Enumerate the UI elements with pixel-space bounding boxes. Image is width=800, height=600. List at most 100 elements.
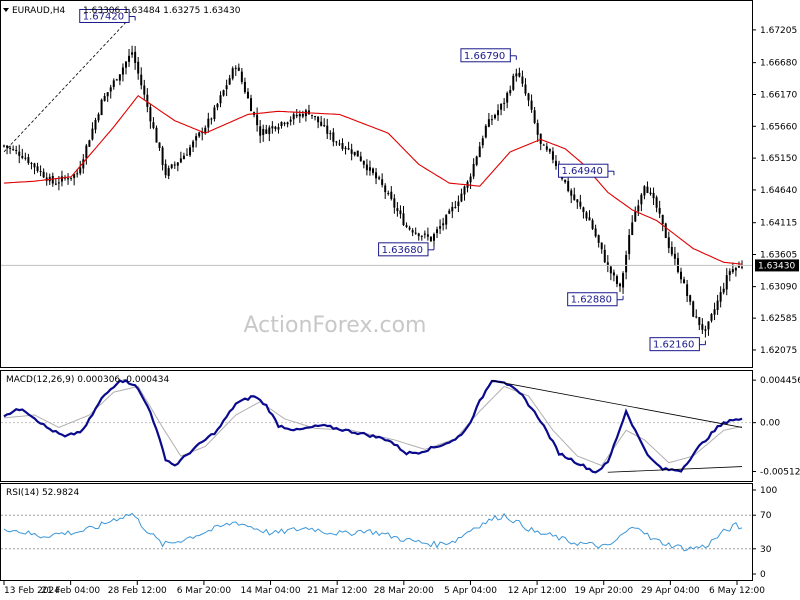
candle-body [201, 131, 204, 134]
candle-body [612, 272, 615, 276]
rsi-title: RSI(14) 52.9824 [6, 488, 79, 498]
price-tag: 1.67420 [79, 8, 136, 23]
candle-body [131, 52, 134, 55]
rsi-axis-label: 100 [760, 486, 777, 496]
candle-body [737, 265, 740, 268]
price-tag: 1.64940 [558, 163, 615, 178]
time-axis-label: 28 Mar 20:00 [374, 586, 434, 596]
candle-body [283, 122, 286, 124]
time-axis-label: 6 Mar 20:00 [177, 586, 232, 596]
candle-body [500, 103, 503, 110]
price-tag-box [79, 8, 130, 23]
candle-body [734, 268, 737, 271]
candle-body [216, 103, 219, 108]
candle-body [115, 79, 118, 81]
candle-body [149, 107, 152, 122]
candle-body [192, 141, 195, 148]
candle-body [686, 284, 689, 296]
candle-body [509, 89, 512, 94]
candle-body [137, 61, 140, 74]
candle-body [408, 227, 411, 230]
candle-body [67, 178, 70, 180]
candle-body [240, 71, 243, 82]
candle-body [185, 154, 188, 156]
candle-body [21, 155, 24, 158]
candle-body [472, 163, 475, 177]
price-tag-label: 1.66790 [464, 51, 505, 62]
candle-body [256, 114, 259, 126]
price-tag-label: 1.62160 [653, 340, 694, 351]
candle-body [704, 329, 707, 331]
candle-body [100, 99, 103, 116]
candle-body [442, 223, 445, 226]
candle-body [493, 114, 496, 119]
candle-body [619, 283, 622, 287]
candle-body [432, 234, 435, 241]
candle-body [372, 168, 374, 173]
candle-body [51, 176, 54, 184]
price-tag-box [378, 242, 429, 257]
candle-body [579, 201, 582, 207]
candle-body [250, 98, 253, 112]
time-axis-label: 6 May 12:00 [709, 586, 765, 596]
candle-body [609, 266, 612, 274]
candle-body [274, 126, 277, 129]
watermark: ActionForex.com [244, 313, 427, 338]
candle-body [713, 309, 716, 315]
price-tag-label: 1.63680 [382, 245, 423, 256]
candle-body [411, 230, 414, 233]
price-axis-label: 1.63605 [760, 251, 797, 261]
candle-body [741, 266, 743, 268]
ohlc-values: 1.63306 1.63484 1.63275 1.63430 [83, 6, 241, 16]
candle-body [615, 276, 618, 284]
candle-body [478, 146, 481, 158]
candle-body [722, 288, 725, 293]
candle-body [680, 271, 683, 280]
candle-body [634, 211, 637, 222]
price-tag: 1.62880 [567, 292, 624, 307]
candle-body [731, 269, 734, 273]
price-tag-box [567, 292, 618, 307]
moving-average-line [3, 94, 743, 265]
candle-body [631, 222, 634, 236]
macd-trendline [607, 466, 743, 473]
candle-body [60, 176, 63, 182]
candle-body [375, 172, 378, 179]
candle-body [268, 127, 271, 134]
macd-axis-label: 0.004456 [760, 376, 800, 386]
candle-body [521, 76, 524, 84]
candle-body [506, 92, 509, 103]
candle-body [637, 205, 640, 212]
candle-body [423, 233, 426, 235]
price-tags: 1.67420 1.66790 1.63680 1.64940 1.62880 1.621… [79, 8, 706, 352]
candle-body [271, 126, 274, 129]
candle-body [286, 122, 289, 125]
time-axis-label: 21 Mar 12:00 [307, 586, 367, 596]
candle-body [365, 164, 368, 171]
candle-body [292, 114, 295, 120]
candle-body [280, 122, 283, 127]
candle-body [182, 155, 185, 160]
candle-body [381, 179, 384, 185]
candle-body [57, 182, 60, 184]
candle-body [311, 114, 314, 116]
candle-body [536, 123, 539, 135]
candle-body [332, 132, 335, 142]
candle-body [143, 85, 146, 95]
candle-body [594, 228, 597, 237]
candle-body [204, 127, 207, 134]
candle-body [664, 223, 667, 238]
candle-body [481, 138, 484, 146]
candle-body [207, 118, 210, 128]
candle-body [591, 220, 594, 229]
candle-body [73, 174, 76, 178]
candle-body [469, 176, 472, 183]
candle-body [436, 229, 439, 234]
rsi-pane-frame [0, 483, 753, 581]
time-axis-label: 28 Feb 12:00 [108, 586, 167, 596]
candle-body [222, 90, 225, 96]
candle-body [457, 201, 460, 207]
candle-body [414, 232, 417, 234]
candle-body [567, 181, 570, 192]
candle-body [70, 177, 73, 179]
